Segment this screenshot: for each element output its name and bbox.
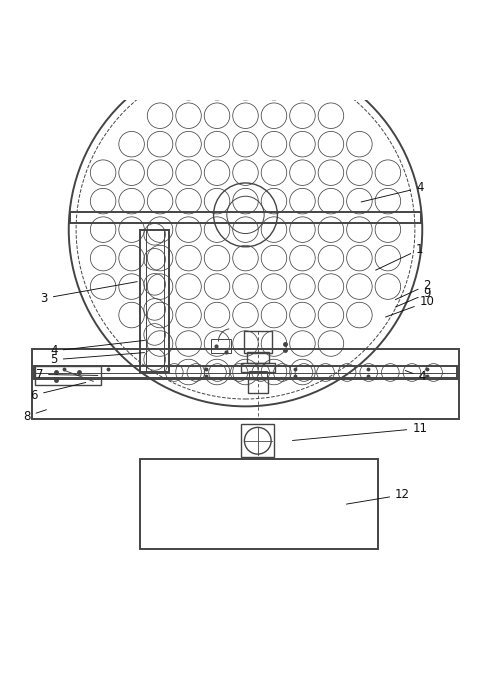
Text: 3: 3: [40, 282, 137, 305]
Text: 2: 2: [395, 279, 431, 299]
Bar: [241, 363, 275, 371]
Bar: [32, 349, 459, 419]
Text: 8: 8: [23, 410, 47, 423]
Bar: [34, 366, 457, 380]
Text: 7: 7: [35, 368, 98, 381]
Text: 4: 4: [361, 181, 424, 202]
Bar: [140, 230, 169, 372]
Text: 10: 10: [385, 295, 435, 317]
Bar: [241, 424, 274, 457]
Bar: [35, 366, 101, 385]
Bar: [244, 331, 272, 353]
Text: 1: 1: [376, 243, 424, 270]
Text: 9: 9: [395, 287, 431, 307]
Bar: [248, 380, 268, 393]
Text: 12: 12: [347, 489, 410, 504]
Text: 6: 6: [30, 382, 86, 402]
Bar: [140, 459, 378, 549]
Text: 11: 11: [293, 422, 427, 440]
Text: 4: 4: [50, 340, 144, 357]
Bar: [249, 371, 267, 380]
Bar: [70, 213, 421, 224]
Text: 5: 5: [50, 353, 144, 366]
Bar: [247, 353, 269, 363]
Bar: [211, 339, 231, 353]
Text: 4: 4: [405, 371, 426, 384]
